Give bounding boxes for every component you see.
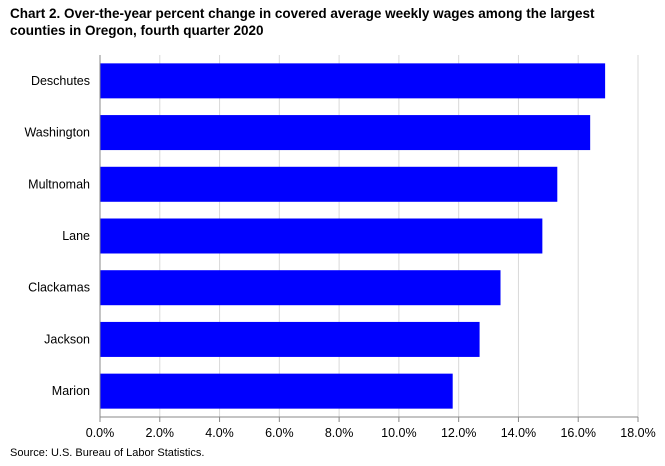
- bar-jackson: [100, 321, 480, 357]
- chart-title: Chart 2. Over-the-year percent change in…: [10, 5, 660, 39]
- category-label: Clackamas: [28, 281, 90, 295]
- x-tick-label: 0.0%: [86, 426, 115, 440]
- bar-lane: [100, 218, 543, 254]
- x-tick-label: 4.0%: [205, 426, 234, 440]
- x-tick-label: 14.0%: [501, 426, 536, 440]
- category-label: Lane: [62, 229, 90, 243]
- bar-multnomah: [100, 166, 558, 202]
- category-label: Multnomah: [28, 177, 90, 191]
- x-tick-label: 6.0%: [265, 426, 294, 440]
- bar-marion: [100, 373, 453, 409]
- chart-title-line-1: Chart 2. Over-the-year percent change in…: [10, 6, 595, 21]
- bar-deschutes: [100, 63, 606, 99]
- x-tick-label: 12.0%: [441, 426, 476, 440]
- x-tick-label: 8.0%: [325, 426, 354, 440]
- bar-washington: [100, 115, 591, 151]
- x-tick-label: 2.0%: [146, 426, 175, 440]
- category-label: Deschutes: [31, 74, 90, 88]
- x-tick-label: 10.0%: [381, 426, 416, 440]
- category-label: Marion: [52, 384, 90, 398]
- bar-clackamas: [100, 270, 501, 306]
- category-label: Washington: [24, 126, 90, 140]
- chart-title-line-2: counties in Oregon, fourth quarter 2020: [10, 23, 264, 38]
- x-tick-label: 16.0%: [560, 426, 595, 440]
- category-label: Jackson: [44, 332, 90, 346]
- source-note: Source: U.S. Bureau of Labor Statistics.: [10, 447, 205, 459]
- x-tick-label: 18.0%: [620, 426, 655, 440]
